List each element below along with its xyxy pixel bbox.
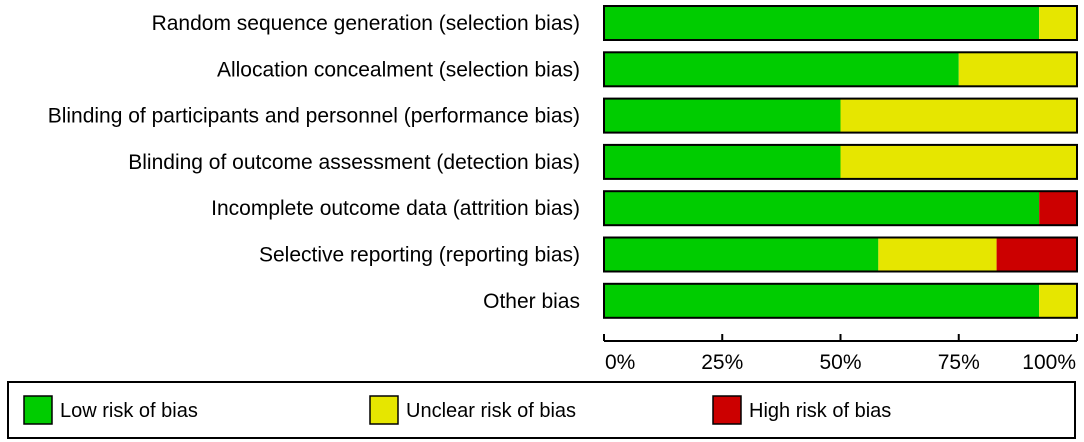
category-label: Incomplete outcome data (attrition bias) (211, 197, 580, 220)
bar-outline (603, 97, 1078, 134)
legend-swatch-high-risk-of-bias (712, 395, 742, 425)
category-label: Blinding of outcome assessment (detectio… (128, 151, 580, 174)
bar-outline (603, 236, 1078, 273)
bar-segment-low-risk-of-bias (604, 98, 841, 133)
bar-segment-high-risk-of-bias (996, 237, 1077, 272)
bar-segment-unclear-risk-of-bias (958, 52, 1077, 87)
bar-segment-unclear-risk-of-bias (840, 144, 1077, 179)
bar-segment-unclear-risk-of-bias (840, 98, 1077, 133)
x-axis: 0% 25% 50% 75% 100% (603, 334, 1078, 374)
category-label: Allocation concealment (selection bias) (217, 58, 580, 81)
category-label: Random sequence generation (selection bi… (152, 12, 580, 35)
bar-segment-low-risk-of-bias (604, 237, 879, 272)
legend-swatch-unclear-risk-of-bias (369, 395, 399, 425)
bar-outline (603, 5, 1078, 41)
bar-segment-high-risk-of-bias (1039, 191, 1077, 226)
legend-label: High risk of bias (749, 400, 891, 422)
bar-segment-low-risk-of-bias (604, 144, 841, 179)
legend-swatch-low-risk-of-bias (23, 395, 53, 425)
x-tick-label: 25% (701, 351, 743, 374)
x-tick-label: 75% (938, 351, 980, 374)
category-label: Other bias (483, 290, 580, 313)
category-label: Selective reporting (reporting bias) (259, 244, 580, 267)
legend-label: Low risk of bias (60, 400, 198, 422)
category-labels: Random sequence generation (selection bi… (48, 12, 580, 313)
legend: Low risk of bias Unclear risk of bias High… (7, 381, 1076, 439)
x-tick-label: 100% (1022, 351, 1076, 374)
bar-segment-low-risk-of-bias (604, 283, 1040, 318)
bar-segment-low-risk-of-bias (604, 52, 959, 87)
legend-box (7, 381, 1076, 439)
bar-segment-unclear-risk-of-bias (1039, 6, 1077, 40)
bar-segment-low-risk-of-bias (604, 6, 1040, 40)
bar-outline (603, 143, 1078, 180)
bar-outline (603, 51, 1078, 88)
x-tick-label: 0% (605, 351, 635, 374)
bar-outline (603, 190, 1078, 227)
bars (603, 5, 1078, 319)
bar-segment-unclear-risk-of-bias (1039, 283, 1077, 318)
bar-segment-unclear-risk-of-bias (878, 237, 997, 272)
category-label: Blinding of participants and personnel (… (48, 105, 580, 128)
x-tick-label: 50% (819, 351, 861, 374)
bar-outline (603, 282, 1078, 319)
legend-label: Unclear risk of bias (406, 400, 576, 422)
bar-segment-low-risk-of-bias (604, 191, 1040, 226)
